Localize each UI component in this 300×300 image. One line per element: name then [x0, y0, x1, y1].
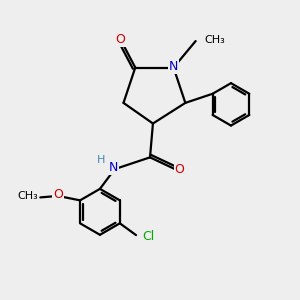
Text: Cl: Cl — [142, 230, 155, 243]
Text: O: O — [175, 163, 184, 176]
Text: N: N — [169, 60, 178, 73]
Text: H: H — [97, 155, 106, 165]
Text: CH₃: CH₃ — [204, 34, 225, 45]
Text: O: O — [116, 33, 125, 46]
Text: N: N — [109, 161, 118, 174]
Text: O: O — [53, 188, 63, 201]
Text: CH₃: CH₃ — [17, 191, 38, 201]
